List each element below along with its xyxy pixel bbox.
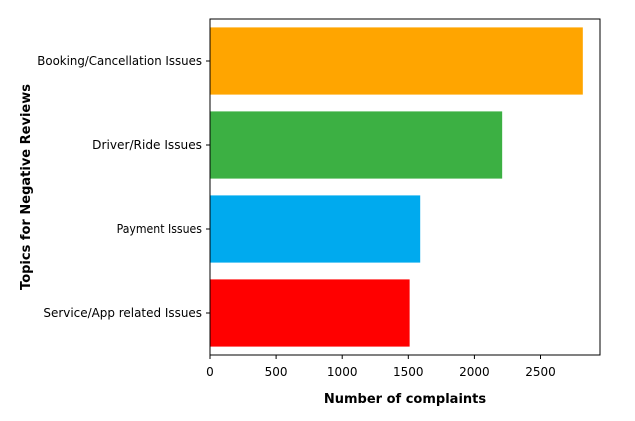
- y-axis-label: Topics for Negative Reviews: [19, 84, 34, 290]
- plot-frame: [209, 18, 601, 356]
- bars-layer: [210, 27, 583, 347]
- y-tick-label: Service/App related Issues: [43, 306, 202, 320]
- bar-2: [210, 111, 503, 179]
- x-tick-label: 1500: [393, 365, 424, 379]
- x-tick-label: 1000: [327, 365, 358, 379]
- y-axis-ticks: Booking/Cancellation Issues Driver/Ride I…: [37, 54, 210, 320]
- x-axis-label: Number of complaints: [324, 392, 486, 407]
- y-tick-label: Driver/Ride Issues: [92, 138, 202, 152]
- x-tick-label: 2000: [459, 365, 490, 379]
- x-tick-label: 500: [265, 365, 288, 379]
- y-tick-label: Booking/Cancellation Issues: [37, 54, 202, 68]
- y-tick-label: Payment Issues: [117, 222, 202, 236]
- bar-1: [210, 27, 583, 95]
- bar-3: [210, 195, 421, 263]
- x-axis-ticks: 0 500 1000 1500 2000 2500: [206, 355, 556, 379]
- x-tick-label: 2500: [525, 365, 556, 379]
- x-tick-label: 0: [206, 365, 214, 379]
- bar-4: [210, 279, 410, 347]
